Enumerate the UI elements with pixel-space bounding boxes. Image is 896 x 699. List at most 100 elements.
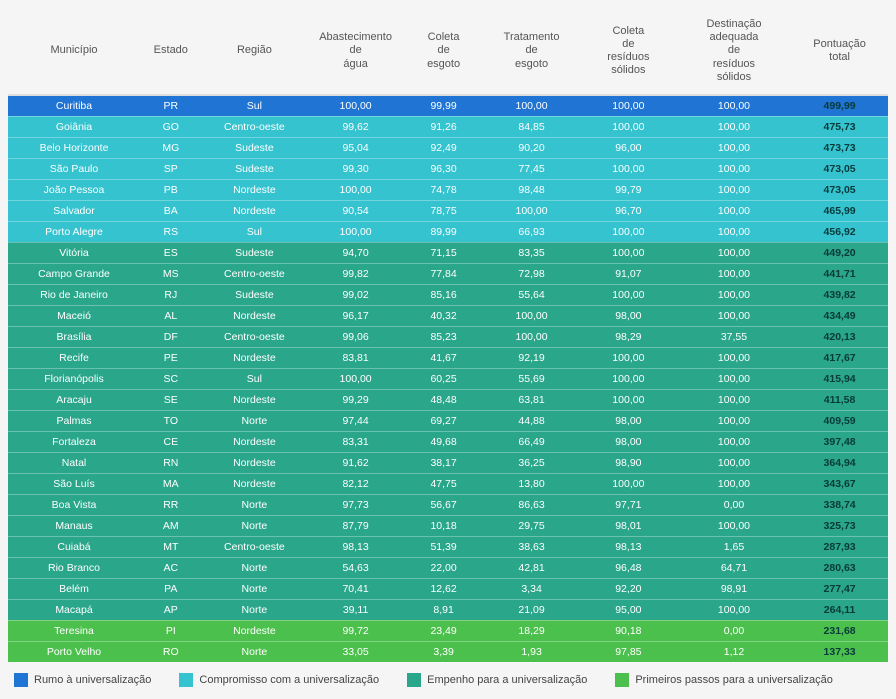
table-row: FortalezaCENordeste83,3149,6866,4998,001…: [8, 431, 888, 452]
cell: 56,67: [404, 494, 483, 515]
cell: 51,39: [404, 536, 483, 557]
cell: Rio Branco: [8, 557, 140, 578]
cell: Sudeste: [202, 158, 308, 179]
cell: 100,00: [677, 263, 791, 284]
cell-total: 473,73: [791, 137, 888, 158]
cell-total: 439,82: [791, 284, 888, 305]
cell: 96,17: [307, 305, 404, 326]
col-header-4: Coletadeesgoto: [404, 8, 483, 95]
cell: SE: [140, 389, 202, 410]
cell-total: 325,73: [791, 515, 888, 536]
cell: 99,62: [307, 116, 404, 137]
cell: 100,00: [307, 221, 404, 242]
cell: 87,79: [307, 515, 404, 536]
cell: 49,68: [404, 431, 483, 452]
cell: 100,00: [580, 95, 677, 117]
cell: Norte: [202, 578, 308, 599]
cell: 3,34: [483, 578, 580, 599]
cell: Norte: [202, 641, 308, 662]
cell: Salvador: [8, 200, 140, 221]
cell: 100,00: [580, 284, 677, 305]
cell: 100,00: [483, 326, 580, 347]
cell: 90,54: [307, 200, 404, 221]
cell: Cuiabá: [8, 536, 140, 557]
table-row: FlorianópolisSCSul100,0060,2555,69100,00…: [8, 368, 888, 389]
cell: Rio de Janeiro: [8, 284, 140, 305]
cell: 100,00: [677, 473, 791, 494]
cell: AL: [140, 305, 202, 326]
table-row: CuritibaPRSul100,0099,99100,00100,00100,…: [8, 95, 888, 117]
cell: Sul: [202, 368, 308, 389]
cell: 72,98: [483, 263, 580, 284]
cell: 100,00: [677, 116, 791, 137]
cell: 100,00: [483, 305, 580, 326]
cell-total: 456,92: [791, 221, 888, 242]
cell: 10,18: [404, 515, 483, 536]
cell: Norte: [202, 515, 308, 536]
cell-total: 264,11: [791, 599, 888, 620]
cell: 66,93: [483, 221, 580, 242]
table-row: MacapáAPNorte39,118,9121,0995,00100,0026…: [8, 599, 888, 620]
cell: 23,49: [404, 620, 483, 641]
col-header-1: Estado: [140, 8, 202, 95]
cell: Brasília: [8, 326, 140, 347]
cell: 99,30: [307, 158, 404, 179]
cell: Palmas: [8, 410, 140, 431]
table-row: Rio BrancoACNorte54,6322,0042,8196,4864,…: [8, 557, 888, 578]
cell: Goiânia: [8, 116, 140, 137]
table-row: Campo GrandeMSCentro-oeste99,8277,8472,9…: [8, 263, 888, 284]
cell: 18,29: [483, 620, 580, 641]
cell: 38,63: [483, 536, 580, 557]
cell: Natal: [8, 452, 140, 473]
cell: Boa Vista: [8, 494, 140, 515]
table-row: São LuísMANordeste82,1247,7513,80100,001…: [8, 473, 888, 494]
cell: 77,84: [404, 263, 483, 284]
cell: Norte: [202, 410, 308, 431]
cell: SP: [140, 158, 202, 179]
table-row: VitóriaESSudeste94,7071,1583,35100,00100…: [8, 242, 888, 263]
cell: 99,72: [307, 620, 404, 641]
cell: 41,67: [404, 347, 483, 368]
cell: 100,00: [677, 599, 791, 620]
cell: Centro-oeste: [202, 536, 308, 557]
cell: 82,12: [307, 473, 404, 494]
cell: Centro-oeste: [202, 116, 308, 137]
cell-total: 499,99: [791, 95, 888, 117]
cell: 98,00: [580, 410, 677, 431]
cell: 100,00: [580, 221, 677, 242]
cell: 100,00: [677, 368, 791, 389]
cell: MA: [140, 473, 202, 494]
cell: Norte: [202, 494, 308, 515]
cell: AC: [140, 557, 202, 578]
cell: 98,00: [580, 305, 677, 326]
cell: Maceió: [8, 305, 140, 326]
cell: 48,48: [404, 389, 483, 410]
table-row: CuiabáMTCentro-oeste98,1351,3938,6398,13…: [8, 536, 888, 557]
cell: 97,71: [580, 494, 677, 515]
cell: Belém: [8, 578, 140, 599]
cell: 98,90: [580, 452, 677, 473]
cell: Sudeste: [202, 242, 308, 263]
col-header-5: Tratamentodeesgoto: [483, 8, 580, 95]
cell-total: 415,94: [791, 368, 888, 389]
legend-item-compromisso: Compromisso com a universalização: [179, 673, 379, 687]
cell: TO: [140, 410, 202, 431]
cell: 100,00: [677, 137, 791, 158]
legend-item-primeiros: Primeiros passos para a universalização: [615, 673, 832, 687]
cell: 98,13: [580, 536, 677, 557]
cell: 33,05: [307, 641, 404, 662]
cell: 37,55: [677, 326, 791, 347]
cell: 92,49: [404, 137, 483, 158]
col-header-7: Destinaçãoadequadaderesíduossólidos: [677, 8, 791, 95]
cell: 100,00: [483, 95, 580, 117]
col-header-6: Coletaderesíduossólidos: [580, 8, 677, 95]
cell: 38,17: [404, 452, 483, 473]
cell: 55,69: [483, 368, 580, 389]
cell: 90,18: [580, 620, 677, 641]
cell: Centro-oeste: [202, 326, 308, 347]
cell: 100,00: [677, 179, 791, 200]
cell: Norte: [202, 599, 308, 620]
cell: Sudeste: [202, 284, 308, 305]
table-row: AracajuSENordeste99,2948,4863,81100,0010…: [8, 389, 888, 410]
cell: 99,99: [404, 95, 483, 117]
